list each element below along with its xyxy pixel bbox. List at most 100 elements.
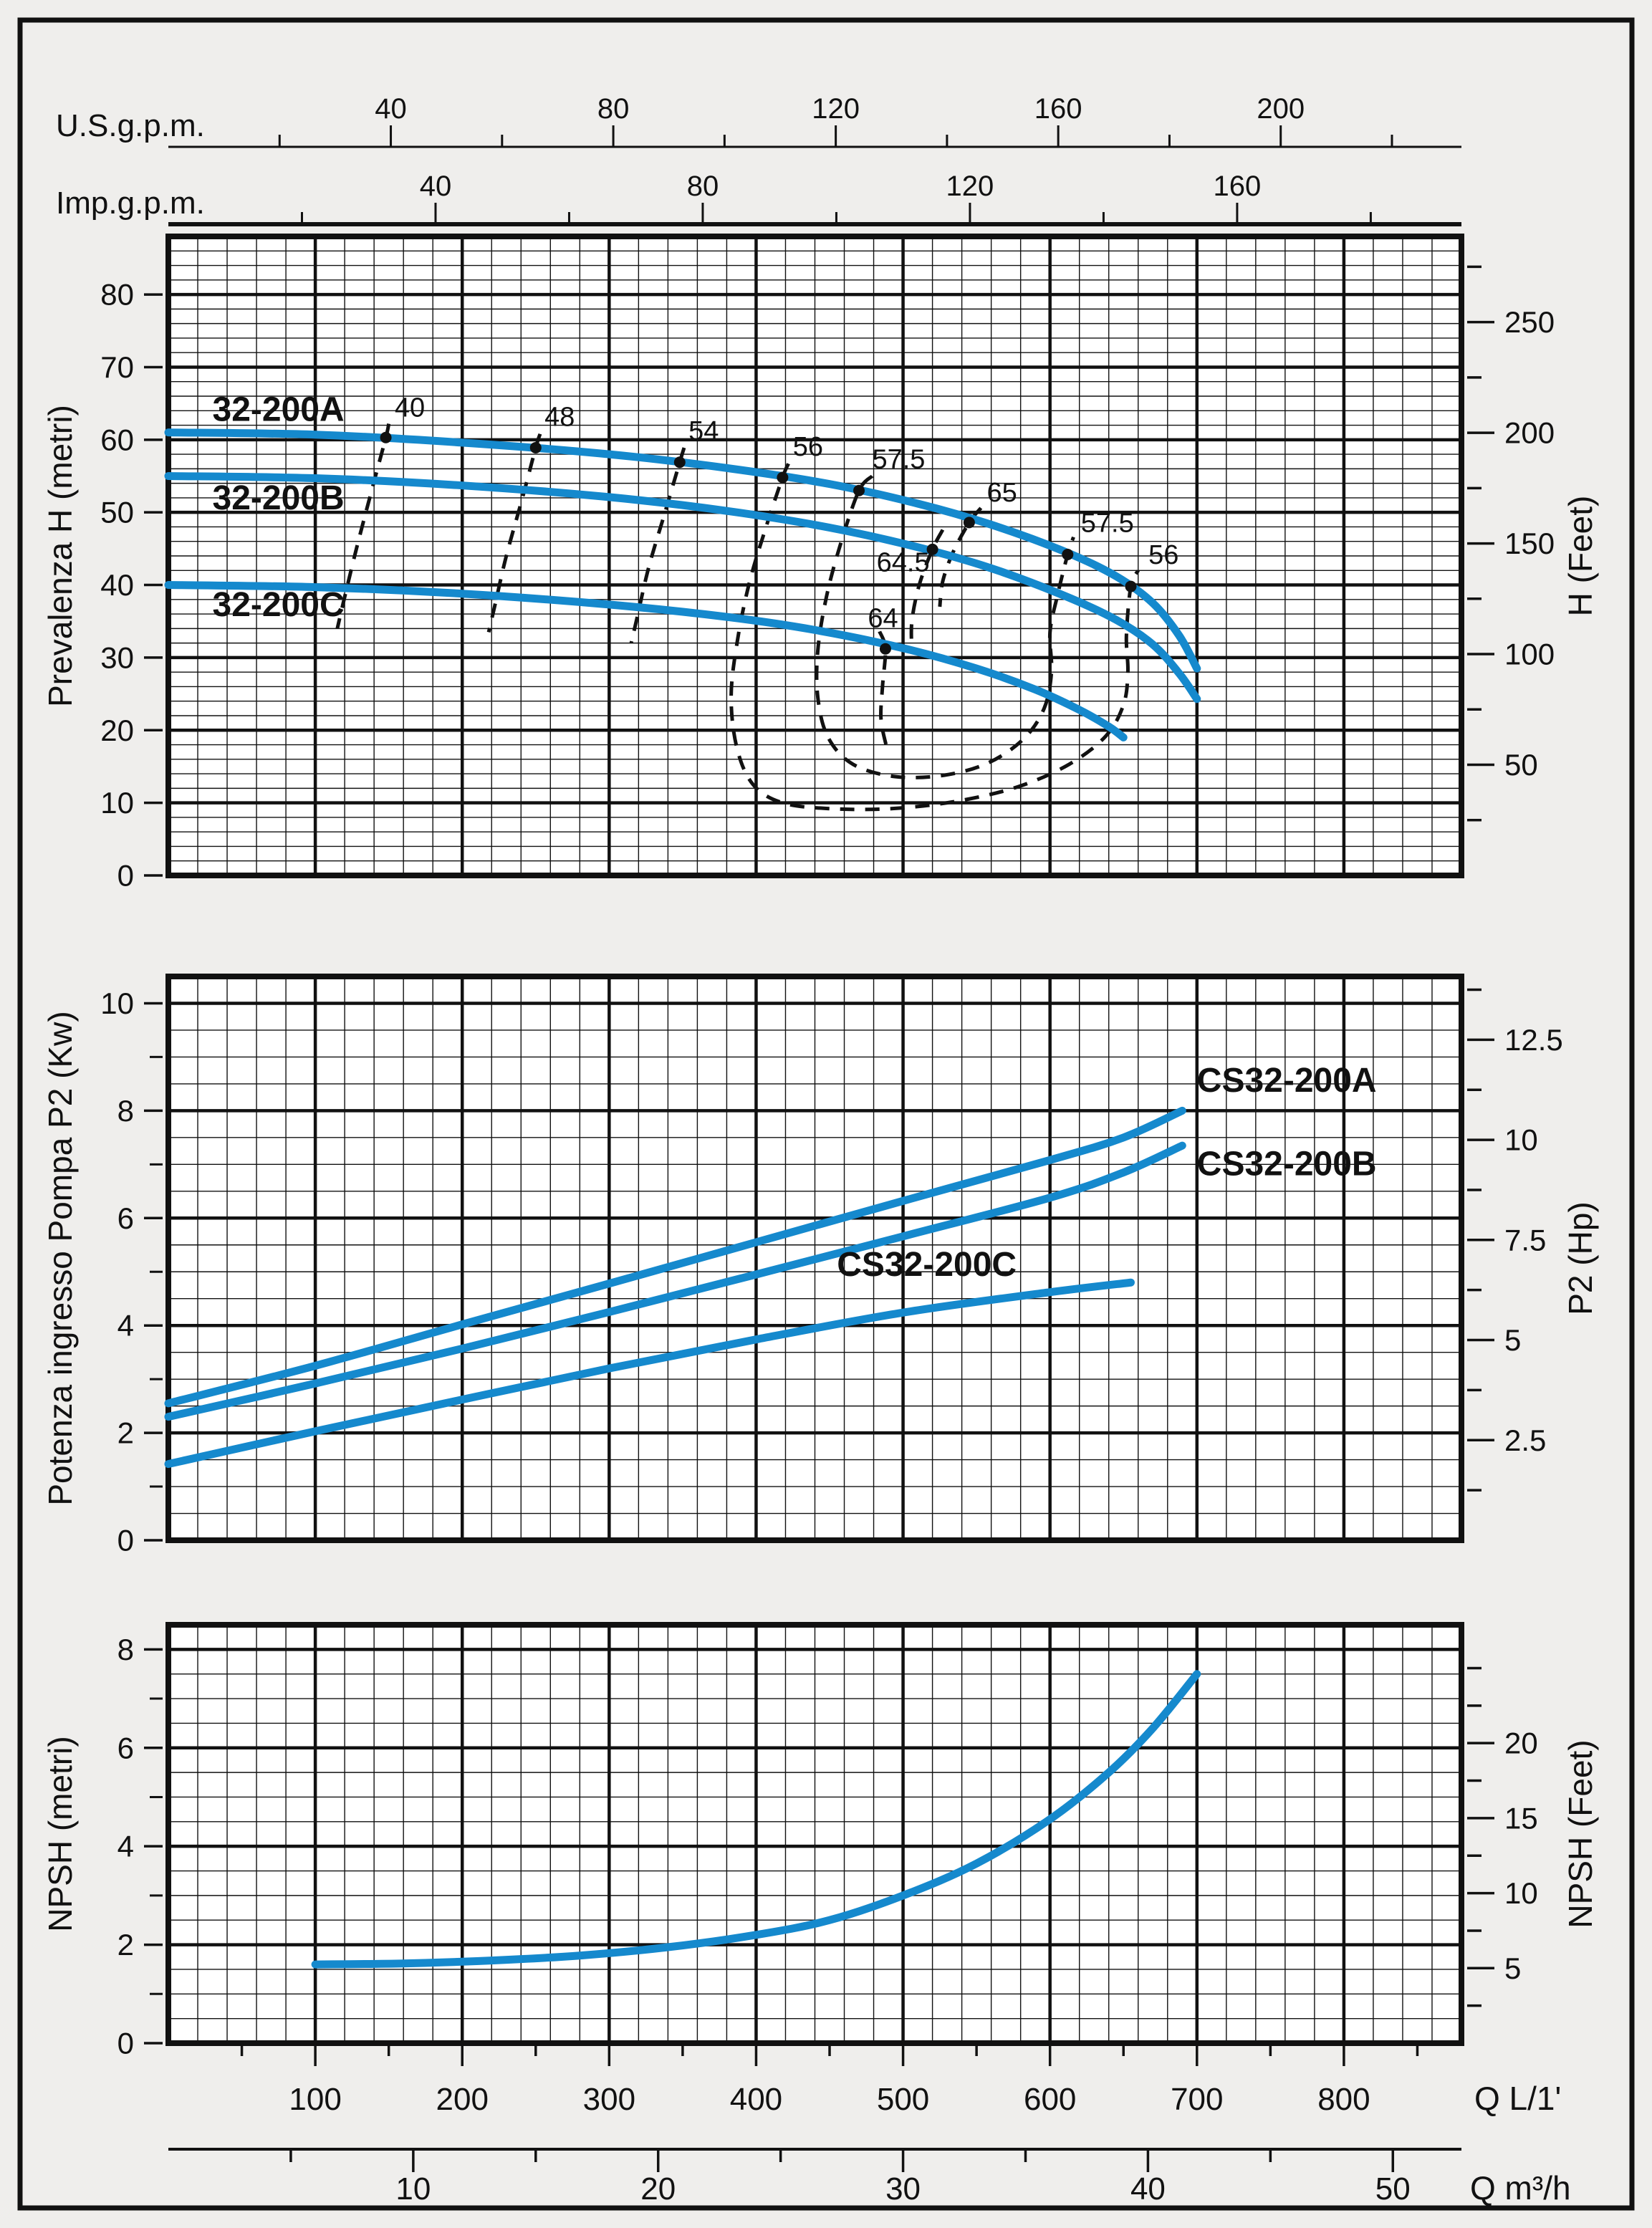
right-tick-label: 10 xyxy=(1504,1876,1538,1910)
x-tick-label: 20 xyxy=(640,2171,676,2207)
x-tick-label: 800 xyxy=(1317,2082,1370,2117)
y-tick-label: 10 xyxy=(100,786,134,820)
efficiency-label-64.5: 64.5 xyxy=(877,547,930,577)
efficiency-dot-54 xyxy=(673,456,686,469)
right-tick-label: 2.5 xyxy=(1504,1423,1546,1457)
x-axis-title-l-per-min: Q L/1' xyxy=(1474,2080,1561,2117)
plot-border xyxy=(165,234,1464,878)
efficiency-contour-56 xyxy=(729,463,1140,812)
right-tick-label: 12.5 xyxy=(1504,1023,1563,1057)
y-tick-label: 60 xyxy=(100,423,134,456)
right-axis-title: H (Feet) xyxy=(1562,496,1599,617)
pump-curve-NPSH xyxy=(311,1670,1201,1969)
tick-label: 160 xyxy=(1034,93,1082,125)
y-tick-label: 6 xyxy=(117,1731,134,1764)
pump-curve-32-200B xyxy=(164,472,1201,704)
efficiency-label-57.5: 57.5 xyxy=(1081,509,1134,539)
y-tick-label: 0 xyxy=(117,1524,134,1557)
y-tick-label: 50 xyxy=(100,496,134,529)
right-tick-label: 5 xyxy=(1504,1323,1521,1357)
tick-label: 160 xyxy=(1214,171,1262,202)
tick-label: 40 xyxy=(420,171,452,202)
curve-label-32-200A: 32-200A xyxy=(213,390,345,428)
right-axis-title: NPSH (Feet) xyxy=(1562,1739,1599,1928)
efficiency-contour-57.5 xyxy=(815,474,1075,779)
efficiency-label-56: 56 xyxy=(793,432,823,462)
y-tick-label: 70 xyxy=(100,350,134,384)
pump-curve-CS32-200B xyxy=(164,1141,1186,1421)
efficiency-label-40: 40 xyxy=(395,393,425,423)
efficiency-label-65: 65 xyxy=(986,478,1017,508)
curve-label-CS32-200B: CS32-200B xyxy=(1197,1145,1377,1183)
y-tick-label: 2 xyxy=(117,1416,134,1450)
efficiency-contour-64.5 xyxy=(909,529,945,650)
x-tick-label: 40 xyxy=(1130,2171,1166,2207)
top-scale-usgpm: 40 80 120 160 200 U.S.g.p.m. xyxy=(56,93,1461,148)
x-tick-label: 10 xyxy=(395,2171,431,2207)
right-tick-label: 150 xyxy=(1504,527,1555,560)
x-axis-m3-per-h: 10 20 30 40 50 Q m³/h xyxy=(168,2148,1571,2207)
x-tick-label: 500 xyxy=(877,2082,929,2117)
x-tick-label: 600 xyxy=(1024,2082,1076,2117)
y-tick-label: 6 xyxy=(117,1201,134,1235)
y-axis-title: Potenza ingresso Pompa P2 (Kw) xyxy=(42,1011,79,1505)
plot-border xyxy=(165,1622,1464,2046)
head-chart: 0 10 20 30 40 50 60 70 80 Prevalenza H (metri) 50 1… xyxy=(42,234,1599,893)
right-tick-label: 250 xyxy=(1504,305,1555,339)
y-tick-label: 4 xyxy=(117,1309,134,1343)
tick-label: 80 xyxy=(687,171,719,202)
pump-curve-CS32-200C xyxy=(164,1278,1135,1469)
efficiency-label-48: 48 xyxy=(544,403,575,433)
x-tick-label: 30 xyxy=(885,2171,921,2207)
pump-curve-32-200C xyxy=(164,581,1128,741)
y-tick-label: 30 xyxy=(100,640,134,674)
efficiency-dot-64.5 xyxy=(926,543,938,555)
curve-label-32-200C: 32-200C xyxy=(213,586,345,624)
pump-curve-CS32-200A xyxy=(164,1106,1186,1408)
efficiency-label-54: 54 xyxy=(688,416,719,446)
right-axis-title: P2 (Hp) xyxy=(1562,1201,1599,1315)
page-border xyxy=(17,17,1635,2211)
y-tick-label: 8 xyxy=(117,1094,134,1128)
x-tick-label: 100 xyxy=(289,2082,341,2117)
efficiency-dot-48 xyxy=(529,441,542,453)
curve-label-CS32-200A: CS32-200A xyxy=(1197,1062,1377,1100)
y-tick-label: 20 xyxy=(100,714,134,747)
x-axis-l-per-min: 100 200 300 400 500 600 700 800 Q L/1' xyxy=(240,2043,1561,2117)
npsh-chart: 0 2 4 6 8 NPSH (metri) 5 10 15 20 NPSH (Feet) xyxy=(42,1622,1599,2060)
x-tick-label: 700 xyxy=(1171,2082,1223,2117)
x-tick-label: 400 xyxy=(730,2082,782,2117)
right-tick-label: 100 xyxy=(1504,638,1555,671)
right-tick-label: 50 xyxy=(1504,748,1538,782)
right-tick-label: 7.5 xyxy=(1504,1223,1546,1257)
efficiency-labels: 40 48 54 56 57.5 65 64.5 57.5 56 64 xyxy=(380,393,1178,655)
scale-title-impgpm: Imp.g.p.m. xyxy=(56,186,205,221)
x-tick-label: 200 xyxy=(436,2082,489,2117)
y-tick-label: 0 xyxy=(117,2027,134,2060)
x-tick-label: 300 xyxy=(583,2082,635,2117)
curve-label-CS32-200C: CS32-200C xyxy=(837,1246,1017,1284)
tick-label: 40 xyxy=(375,93,407,125)
efficiency-dot-64 xyxy=(879,643,891,655)
efficiency-dot-57.5 xyxy=(1062,548,1074,560)
right-tick-label: 10 xyxy=(1504,1123,1538,1157)
y-tick-label: 0 xyxy=(117,859,134,893)
efficiency-dot-56 xyxy=(777,471,789,484)
efficiency-label-56: 56 xyxy=(1148,540,1178,570)
top-scale-impgpm: 40 80 120 160 Imp.g.p.m. xyxy=(56,171,1461,226)
y-tick-label: 80 xyxy=(100,278,134,312)
tick-label: 200 xyxy=(1257,93,1305,125)
x-tick-label: 50 xyxy=(1375,2171,1411,2207)
y-axis-title: Prevalenza H (metri) xyxy=(42,405,79,707)
y-tick-label: 2 xyxy=(117,1928,134,1961)
power-chart: 0 2 4 6 8 10 Potenza ingresso Pompa P2 (Kw) 2.5… xyxy=(42,974,1599,1557)
efficiency-contour-54 xyxy=(629,447,686,644)
tick-label: 80 xyxy=(597,93,630,125)
right-tick-label: 20 xyxy=(1504,1727,1538,1760)
efficiency-contour-48 xyxy=(486,433,542,633)
x-axis-title-m3-per-h: Q m³/h xyxy=(1470,2169,1571,2207)
y-tick-label: 10 xyxy=(100,986,134,1020)
efficiency-dot-65 xyxy=(963,517,975,529)
